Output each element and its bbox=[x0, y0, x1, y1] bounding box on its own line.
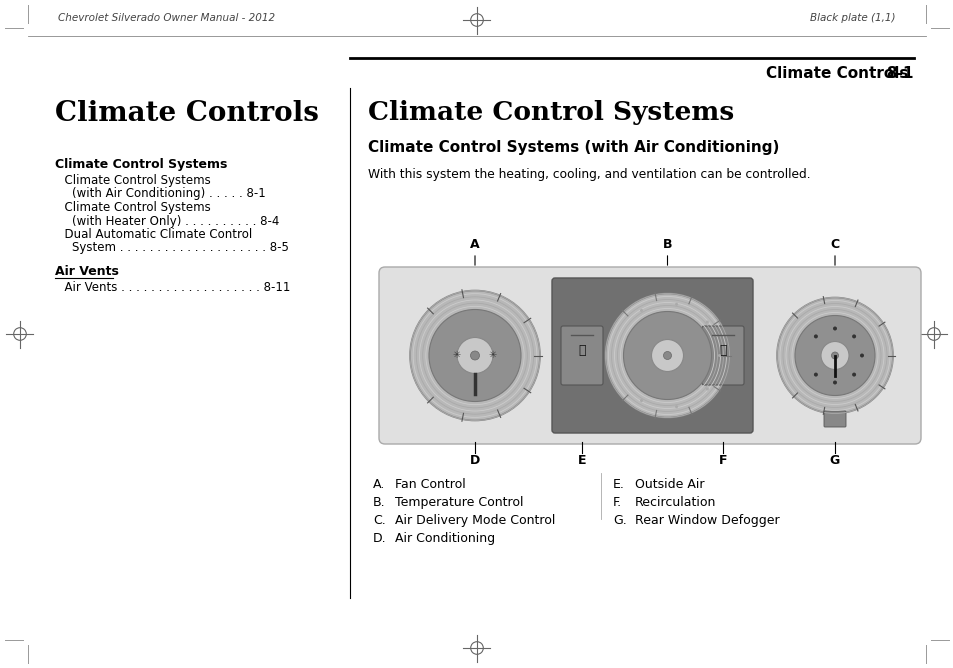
Text: Dual Automatic Climate Control: Dual Automatic Climate Control bbox=[57, 228, 252, 241]
Circle shape bbox=[429, 309, 520, 401]
Text: Climate Controls: Climate Controls bbox=[55, 100, 318, 127]
Text: 8-1: 8-1 bbox=[885, 65, 913, 81]
Circle shape bbox=[675, 405, 678, 408]
FancyBboxPatch shape bbox=[552, 278, 752, 433]
Circle shape bbox=[651, 339, 682, 371]
Text: Climate Control Systems: Climate Control Systems bbox=[368, 100, 734, 125]
Text: 🚗: 🚗 bbox=[578, 344, 585, 357]
Circle shape bbox=[662, 351, 671, 359]
Circle shape bbox=[831, 352, 838, 359]
Text: Black plate (1,1): Black plate (1,1) bbox=[810, 13, 895, 23]
FancyBboxPatch shape bbox=[378, 267, 920, 444]
Text: G: G bbox=[829, 454, 840, 466]
Text: (with Heater Only) . . . . . . . . . . 8-4: (with Heater Only) . . . . . . . . . . 8… bbox=[57, 214, 279, 228]
Text: Chevrolet Silverado Owner Manual - 2012: Chevrolet Silverado Owner Manual - 2012 bbox=[58, 13, 274, 23]
FancyBboxPatch shape bbox=[560, 326, 602, 385]
Text: Outside Air: Outside Air bbox=[635, 478, 703, 491]
Text: Fan Control: Fan Control bbox=[395, 478, 465, 491]
Text: E: E bbox=[578, 454, 586, 466]
Text: G.: G. bbox=[613, 514, 626, 527]
Text: With this system the heating, cooling, and ventilation can be controlled.: With this system the heating, cooling, a… bbox=[368, 168, 810, 181]
Circle shape bbox=[470, 351, 479, 360]
FancyBboxPatch shape bbox=[701, 326, 743, 385]
Text: Climate Control Systems: Climate Control Systems bbox=[55, 158, 227, 171]
Circle shape bbox=[605, 293, 729, 418]
Text: Climate Control Systems (with Air Conditioning): Climate Control Systems (with Air Condit… bbox=[368, 140, 779, 155]
Circle shape bbox=[776, 297, 892, 413]
Circle shape bbox=[705, 321, 708, 323]
Text: C: C bbox=[829, 238, 839, 251]
Text: System . . . . . . . . . . . . . . . . . . . . 8-5: System . . . . . . . . . . . . . . . . .… bbox=[57, 242, 289, 255]
Circle shape bbox=[851, 373, 855, 377]
Text: D.: D. bbox=[373, 532, 386, 545]
Text: C.: C. bbox=[373, 514, 385, 527]
Text: A: A bbox=[470, 238, 479, 251]
Circle shape bbox=[813, 373, 817, 377]
Text: (with Air Conditioning) . . . . . 8-1: (with Air Conditioning) . . . . . 8-1 bbox=[57, 188, 266, 200]
FancyBboxPatch shape bbox=[823, 411, 845, 427]
Text: 🚗: 🚗 bbox=[719, 344, 726, 357]
Circle shape bbox=[813, 335, 817, 339]
Circle shape bbox=[623, 311, 711, 399]
Circle shape bbox=[639, 399, 642, 402]
Text: E.: E. bbox=[613, 478, 624, 491]
Text: ✳: ✳ bbox=[489, 351, 497, 361]
Text: B: B bbox=[662, 238, 672, 251]
Text: F: F bbox=[718, 454, 726, 466]
Circle shape bbox=[639, 309, 642, 312]
Text: Air Delivery Mode Control: Air Delivery Mode Control bbox=[395, 514, 555, 527]
Circle shape bbox=[794, 315, 874, 395]
Text: Air Vents . . . . . . . . . . . . . . . . . . . 8-11: Air Vents . . . . . . . . . . . . . . . … bbox=[57, 281, 290, 294]
Text: Air Vents: Air Vents bbox=[55, 265, 119, 278]
Circle shape bbox=[859, 353, 863, 357]
Circle shape bbox=[821, 341, 848, 369]
Text: D: D bbox=[470, 454, 479, 466]
Circle shape bbox=[851, 335, 855, 339]
Circle shape bbox=[456, 337, 493, 373]
Text: B.: B. bbox=[373, 496, 385, 509]
Text: Climate Control Systems: Climate Control Systems bbox=[57, 201, 211, 214]
Text: Rear Window Defogger: Rear Window Defogger bbox=[635, 514, 779, 527]
Circle shape bbox=[410, 291, 539, 420]
Circle shape bbox=[832, 381, 836, 385]
Text: A.: A. bbox=[373, 478, 385, 491]
Text: Air Conditioning: Air Conditioning bbox=[395, 532, 495, 545]
Circle shape bbox=[832, 327, 836, 331]
Text: Recirculation: Recirculation bbox=[635, 496, 716, 509]
Text: ✳: ✳ bbox=[453, 351, 460, 361]
Circle shape bbox=[718, 354, 720, 357]
Text: Climate Controls: Climate Controls bbox=[765, 65, 907, 81]
Text: F.: F. bbox=[613, 496, 621, 509]
Text: Climate Control Systems: Climate Control Systems bbox=[57, 174, 211, 187]
Circle shape bbox=[675, 303, 678, 306]
Text: Temperature Control: Temperature Control bbox=[395, 496, 523, 509]
Circle shape bbox=[705, 387, 708, 390]
